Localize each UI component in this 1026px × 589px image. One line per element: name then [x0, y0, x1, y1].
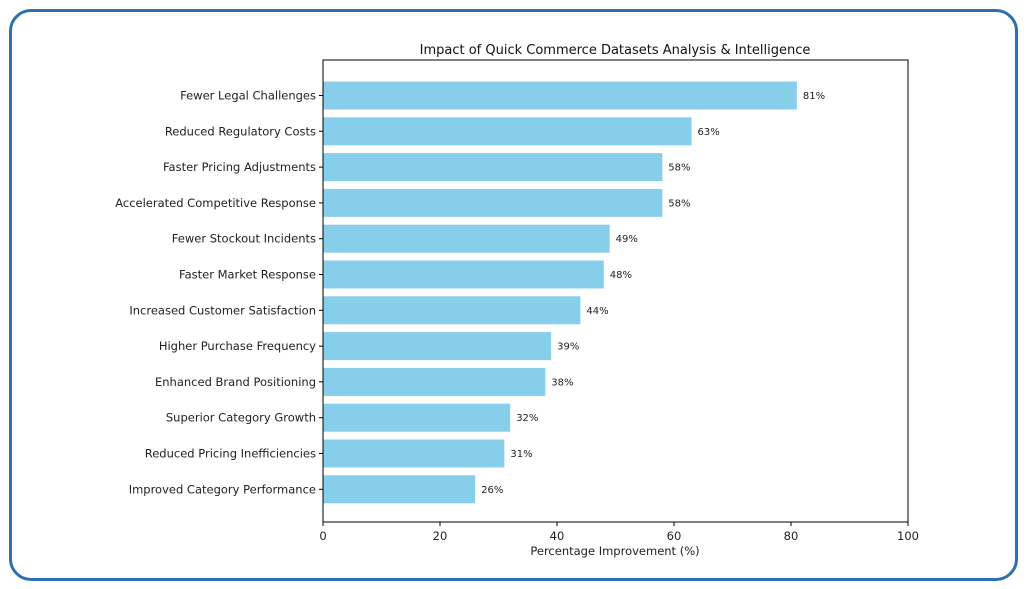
value-label: 31% [510, 449, 532, 460]
category-label: Superior Category Growth [166, 411, 316, 425]
plot-area [322, 59, 909, 523]
bar [323, 403, 511, 432]
value-label: 39% [557, 342, 579, 353]
category-label: Fewer Legal Challenges [180, 89, 316, 103]
bar [323, 117, 692, 146]
category-labels: Fewer Legal Challenges Reduced Regulatory… [115, 89, 323, 496]
category-label: Reduced Regulatory Costs [165, 124, 316, 138]
x-tick-label: 40 [550, 529, 565, 543]
x-axis-title: Percentage Improvement (%) [530, 544, 699, 558]
bar [323, 296, 581, 325]
category-label: Faster Market Response [179, 268, 316, 282]
x-tick-label: 80 [784, 529, 799, 543]
value-label: 32% [516, 413, 538, 424]
bar [323, 439, 505, 468]
bar [323, 224, 610, 253]
chart-title: Impact of Quick Commerce Datasets Analys… [420, 43, 811, 58]
x-tick-label: 60 [667, 529, 682, 543]
category-label: Faster Pricing Adjustments [163, 160, 316, 174]
value-labels: 81% 63% 58% 58% 49% 48% 44% 39% 38% 32% 31% 26% [481, 91, 825, 496]
category-label: Accelerated Competitive Response [115, 196, 316, 210]
value-label: 48% [610, 270, 632, 281]
value-label: 81% [803, 91, 825, 102]
bar [323, 188, 663, 217]
value-label: 63% [698, 127, 720, 138]
value-label: 58% [668, 163, 690, 174]
category-label: Higher Purchase Frequency [159, 339, 316, 353]
bar [323, 81, 797, 110]
bar [323, 332, 552, 361]
category-label: Improved Category Performance [129, 482, 316, 496]
bar [323, 260, 604, 289]
x-tick-label: 100 [897, 529, 919, 543]
bar [323, 475, 476, 504]
bar [323, 153, 663, 182]
value-label: 49% [616, 234, 638, 245]
category-label: Enhanced Brand Positioning [155, 375, 316, 389]
x-tick-label: 0 [319, 529, 326, 543]
value-label: 44% [586, 306, 608, 317]
category-label: Reduced Pricing Inefficiencies [145, 447, 316, 461]
value-label: 58% [668, 198, 690, 209]
category-label: Fewer Stockout Incidents [172, 232, 316, 246]
bars-group [323, 81, 797, 504]
category-label: Increased Customer Satisfaction [129, 303, 316, 317]
bar [323, 367, 546, 396]
x-tick-label: 20 [433, 529, 448, 543]
x-axis-ticks: 0 20 40 60 80 100 [319, 522, 919, 543]
value-label: 26% [481, 485, 503, 496]
value-label: 38% [551, 377, 573, 388]
